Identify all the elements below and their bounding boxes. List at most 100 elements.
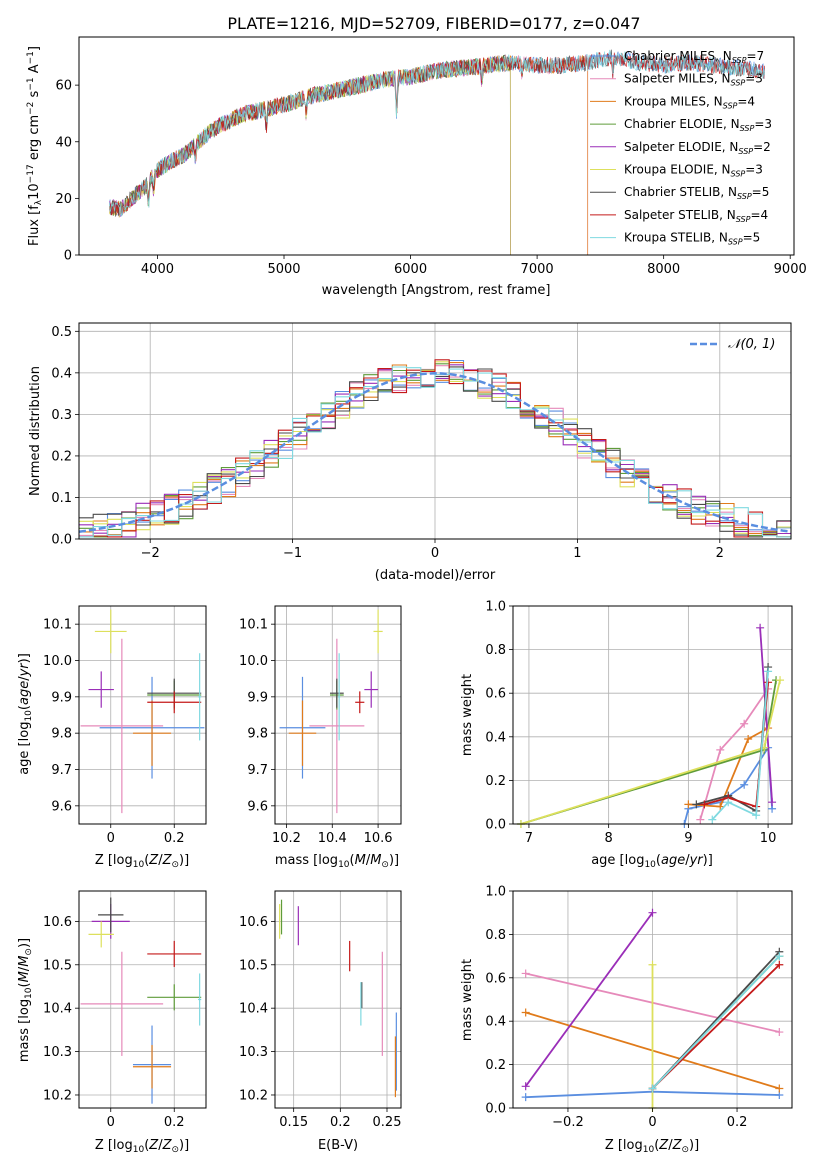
z-mass-grid <box>79 891 206 1108</box>
histogram-steps-8 <box>79 366 791 538</box>
weight-marker-1 <box>521 969 530 978</box>
legend-label-8: Kroupa STELIB, NSSP=5 <box>624 231 760 247</box>
y-tick-label: 10.1 <box>239 618 268 633</box>
x-tick-label: 2 <box>716 546 724 561</box>
weight-marker-4 <box>756 623 765 632</box>
y-tick-label: 10.2 <box>239 1088 268 1103</box>
z-weight-ticks: −0.2 0 0.2 0.0 0.2 0.4 0.6 0.8 1.0 <box>485 885 747 1131</box>
z-mass-frame <box>78 890 207 1109</box>
ebv-mass-errorbars <box>279 899 397 1098</box>
mass-age-xlabel: mass [log10(M/M⊙)] <box>275 853 399 870</box>
y-tick-label: 0.5 <box>51 325 72 340</box>
y-tick-label: 60 <box>55 79 72 94</box>
y-tick-label: 9.9 <box>51 690 72 705</box>
weight-marker-5 <box>776 676 785 685</box>
z-age-errorbars <box>80 609 205 814</box>
weight-marker-4 <box>648 908 657 917</box>
y-tick-label: 10.6 <box>239 915 268 930</box>
y-tick-label: 9.8 <box>51 727 72 742</box>
histogram-steps-7 <box>79 359 791 538</box>
z-mass-xlabel: Z [log10(Z/Z⊙)] <box>95 1138 189 1155</box>
spectrum-line-3 <box>109 55 511 256</box>
x-tick-label: 4000 <box>141 262 174 277</box>
weight-marker-1 <box>740 719 749 728</box>
legend-label-2: Kroupa MILES, NSSP=4 <box>624 94 755 110</box>
z-mass-ylabel: mass [log10(M/M⊙)] <box>17 938 34 1062</box>
y-tick-label: 0.2 <box>485 774 506 789</box>
x-tick-label: 7000 <box>521 262 554 277</box>
spectrum-ylabel: Flux [fλ10−17 erg cm−2 s−1 A−1] <box>26 46 44 246</box>
x-tick-label: 7 <box>525 831 533 846</box>
x-tick-label: 0.2 <box>727 1115 748 1130</box>
weight-marker-7 <box>775 960 784 969</box>
y-tick-label: 10.5 <box>43 958 72 973</box>
ebv-mass-grid <box>275 891 401 1108</box>
histogram-ylabel: Normed distribution <box>28 366 43 496</box>
x-tick-label: 9000 <box>774 262 807 277</box>
weight-marker-7 <box>700 800 709 809</box>
age-weight-xlabel: age [log10(age/yr)] <box>591 853 713 870</box>
weight-marker-8 <box>708 815 717 824</box>
y-tick-label: 9.6 <box>51 799 72 814</box>
y-tick-label: 0.0 <box>485 1102 506 1117</box>
y-tick-label: 1.0 <box>485 885 506 900</box>
y-tick-label: 0.0 <box>51 533 72 548</box>
figure-title: PLATE=1216, MJD=52709, FIBERID=0177, z=0… <box>227 14 640 33</box>
y-tick-label: 10.5 <box>239 958 268 973</box>
spectrum-legend: Chabrier MILES, NSSP=7 Salpeter MILES, NS… <box>590 49 772 247</box>
y-tick-label: 0.8 <box>485 643 506 658</box>
weight-marker-1 <box>696 815 705 824</box>
x-tick-label: 0.2 <box>164 831 185 846</box>
x-tick-label: 0 <box>648 1115 656 1130</box>
x-tick-label: 8 <box>605 831 613 846</box>
z-weight-ylabel: mass weight <box>460 959 475 1041</box>
spectrum-xlabel: wavelength [Angstrom, rest frame] <box>322 283 551 298</box>
weight-marker-8 <box>648 1084 657 1093</box>
x-tick-label: 0.15 <box>279 1115 308 1130</box>
legend-label-1: Salpeter MILES, NSSP=3 <box>624 72 763 88</box>
y-tick-label: 0.2 <box>51 449 72 464</box>
weight-marker-0 <box>740 780 749 789</box>
x-tick-label: 10 <box>760 831 777 846</box>
y-tick-label: 40 <box>55 135 72 150</box>
age-mass-weight-panel: 7 8 9 10 0.0 0.2 0.4 0.6 0.8 1.0 age [log10(age/y… <box>460 600 793 870</box>
x-tick-label: 0 <box>107 831 115 846</box>
weight-marker-2 <box>775 1084 784 1093</box>
weight-line-1 <box>699 688 769 820</box>
y-tick-label: 0.4 <box>51 366 72 381</box>
weight-marker-2 <box>684 800 693 809</box>
y-tick-label: 9.7 <box>247 763 268 778</box>
x-tick-label: 10.6 <box>364 831 393 846</box>
weight-marker-0 <box>521 1093 530 1102</box>
legend-label-3: Chabrier ELODIE, NSSP=3 <box>624 117 772 133</box>
y-tick-label: 0.4 <box>485 1015 506 1030</box>
age-weight-ylabel: mass weight <box>460 674 475 756</box>
weight-line-4 <box>759 627 773 803</box>
z-mass-ticks: 0 0.2 10.2 10.3 10.4 10.5 10.6 <box>43 915 185 1130</box>
y-tick-label: 10.4 <box>43 1002 72 1017</box>
histogram-ticks: −2 −1 0 1 2 0.0 0.1 0.2 0.3 0.4 0.5 <box>51 325 724 561</box>
y-tick-label: 10.3 <box>43 1045 72 1060</box>
z-age-ylabel: age [log10(age/yr)] <box>17 653 34 775</box>
legend-label-5: Kroupa ELODIE, NSSP=3 <box>624 163 763 179</box>
ebv-mass-xlabel: E(B-V) <box>318 1138 358 1153</box>
x-tick-label: 5000 <box>267 262 300 277</box>
weight-marker-1 <box>775 1028 784 1037</box>
y-tick-label: 10.0 <box>43 654 72 669</box>
legend-label-0: Chabrier MILES, NSSP=7 <box>624 49 764 65</box>
z-mass-weight-panel: −0.2 0 0.2 0.0 0.2 0.4 0.6 0.8 1.0 Z [log10(Z/Z⊙… <box>460 885 793 1155</box>
legend-label-4: Salpeter ELODIE, NSSP=2 <box>624 140 771 156</box>
y-tick-label: 10.2 <box>43 1088 72 1103</box>
weight-line-7 <box>651 964 780 1090</box>
ebv-mass-ticks: 0.15 0.2 0.25 10.2 10.3 10.4 10.5 10.6 <box>239 915 401 1130</box>
weight-marker-2 <box>744 734 753 743</box>
mass-age-ticks: 10.2 10.4 10.6 9.6 9.7 9.8 9.9 10.0 10.1 <box>239 618 393 846</box>
mass-age-frame <box>274 605 402 825</box>
mass-age-grid <box>275 606 401 824</box>
legend-label-7: Salpeter STELIB, NSSP=4 <box>624 208 768 224</box>
y-tick-label: 0.2 <box>485 1058 506 1073</box>
y-tick-label: 0.8 <box>485 928 506 943</box>
y-tick-label: 0.6 <box>485 687 506 702</box>
spectrum-frame <box>78 36 795 256</box>
y-tick-label: 10.4 <box>239 1002 268 1017</box>
